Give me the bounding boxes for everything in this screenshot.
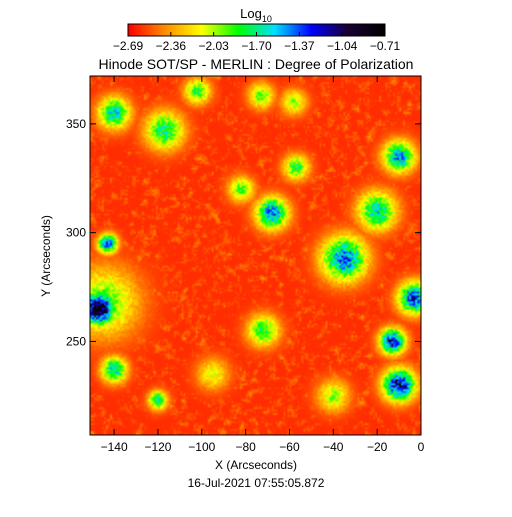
y-tick-label: 350 (66, 117, 86, 131)
x-tick-label: −60 (279, 440, 300, 454)
colorbar-tick-label: −0.71 (370, 39, 401, 53)
colorbar-ticks: −2.69 −2.36 −2.03 −1.70 −1.37 −1.04 −0.71 (113, 32, 401, 53)
x-tick-label: −120 (144, 440, 171, 454)
x-tick-label: −100 (188, 440, 215, 454)
y-axis: 250 300 350 (66, 117, 421, 348)
y-tick-label: 300 (66, 226, 86, 240)
colorbar-label: Log10 (240, 6, 272, 24)
y-tick-label: 250 (66, 334, 86, 348)
y-axis-label: Y (Arcseconds) (39, 215, 53, 297)
colorbar-gradient (128, 24, 385, 36)
x-tick-label: 0 (418, 440, 425, 454)
x-axis: −140 −120 −100 −80 −60 −40 −20 0 (101, 76, 425, 454)
colorbar: Log10 −2.69 −2.36 −2.03 −1.70 −1.37 −1.04 −0.7… (113, 6, 401, 53)
x-tick-label: −80 (235, 440, 256, 454)
colorbar-tick-label: −2.69 (113, 39, 144, 53)
colorbar-tick-label: −2.36 (156, 39, 187, 53)
colorbar-tick-label: −1.37 (284, 39, 315, 53)
colorbar-tick-label: −2.03 (198, 39, 229, 53)
x-tick-label: −20 (367, 440, 388, 454)
plot-frame (89, 75, 422, 436)
colorbar-tick-label: −1.70 (241, 39, 272, 53)
x-tick-label: −140 (101, 440, 128, 454)
chart-title: Hinode SOT/SP - MERLIN : Degree of Polar… (99, 56, 414, 72)
x-tick-label: −40 (323, 440, 344, 454)
colorbar-label-main: Log (240, 6, 262, 21)
polarization-map (90, 76, 421, 435)
x-axis-label: X (Arcseconds) (215, 458, 297, 472)
colorbar-tick-label: −1.04 (327, 39, 358, 53)
colorbar-label-sub: 10 (262, 14, 272, 24)
timestamp: 16-Jul-2021 07:55:05.872 (188, 476, 325, 490)
